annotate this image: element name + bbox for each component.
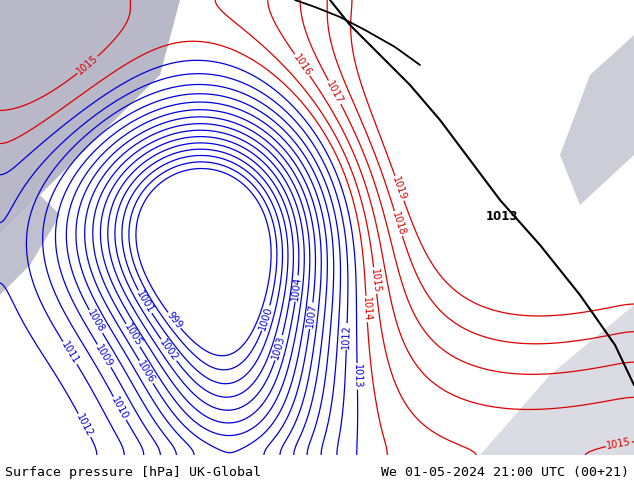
Text: 1016: 1016 [291, 52, 313, 78]
Text: 1002: 1002 [157, 337, 180, 363]
Text: 1019: 1019 [391, 175, 408, 201]
Text: 1014: 1014 [361, 296, 372, 321]
Text: 1017: 1017 [325, 79, 345, 105]
Text: 1010: 1010 [110, 395, 130, 421]
Text: 1013: 1013 [352, 364, 363, 389]
Text: 1015: 1015 [605, 437, 631, 451]
Text: 1012: 1012 [74, 412, 94, 439]
Text: 1006: 1006 [136, 359, 157, 385]
Text: 1007: 1007 [305, 303, 318, 328]
Text: 1004: 1004 [290, 276, 303, 301]
Text: 1009: 1009 [94, 343, 115, 369]
Text: 1005: 1005 [122, 322, 144, 348]
Text: 1012: 1012 [341, 324, 352, 349]
Text: 1015: 1015 [75, 53, 100, 77]
Text: 1008: 1008 [86, 309, 107, 335]
Text: 1000: 1000 [257, 305, 275, 331]
Polygon shape [0, 195, 60, 295]
Text: 1001: 1001 [134, 289, 155, 315]
Polygon shape [480, 305, 634, 455]
Text: 1015: 1015 [369, 268, 382, 294]
Polygon shape [560, 0, 634, 205]
Text: We 01-05-2024 21:00 UTC (00+21): We 01-05-2024 21:00 UTC (00+21) [381, 466, 629, 479]
Text: Surface pressure [hPa] UK-Global: Surface pressure [hPa] UK-Global [5, 466, 261, 479]
Text: 1018: 1018 [390, 210, 407, 237]
Text: 1011: 1011 [59, 340, 81, 366]
Text: 999: 999 [164, 310, 184, 331]
Text: 1003: 1003 [271, 335, 287, 361]
Polygon shape [0, 0, 180, 235]
Text: 1013: 1013 [486, 211, 518, 223]
